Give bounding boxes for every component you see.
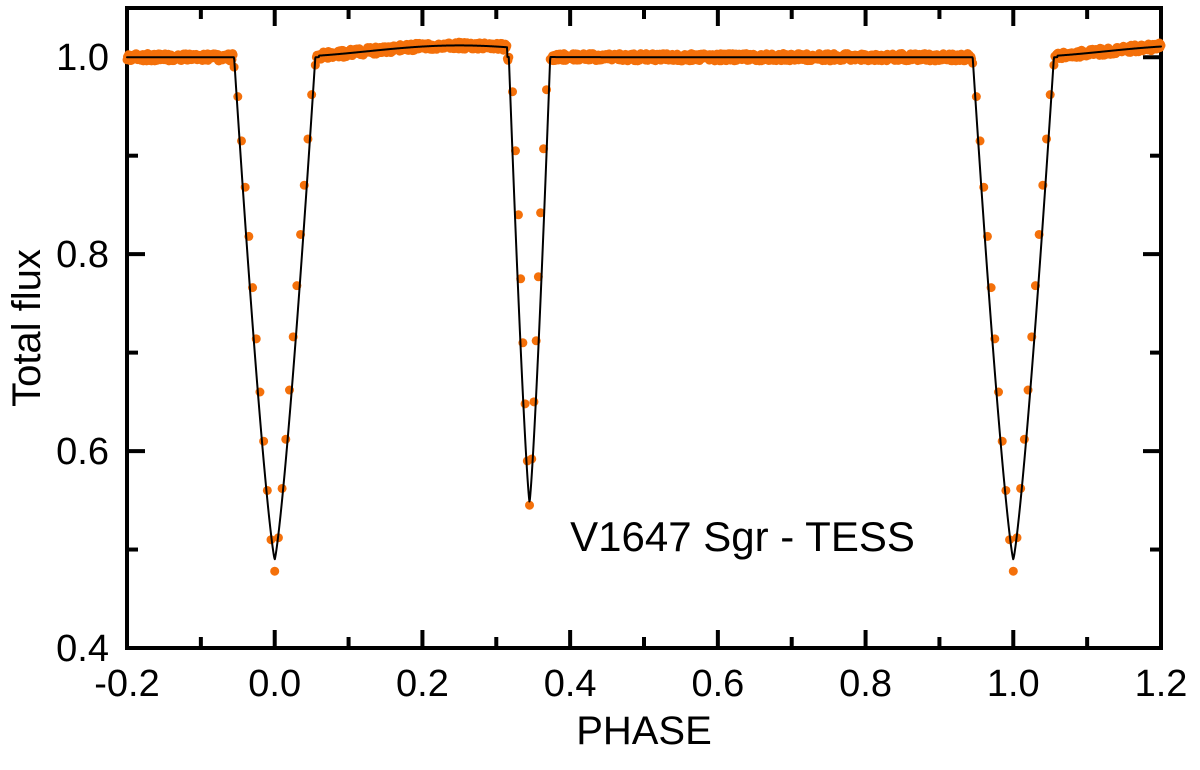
- data-point: [975, 136, 985, 146]
- x-tick-label: 0.0: [248, 663, 301, 705]
- x-tick-label: -0.2: [94, 663, 159, 705]
- y-tick-label: 0.4: [56, 628, 109, 670]
- x-tick-label: 0.8: [839, 663, 892, 705]
- y-tick-label: 0.6: [56, 431, 109, 473]
- data-point: [307, 90, 317, 100]
- data-point: [520, 399, 530, 409]
- data-point: [513, 210, 523, 220]
- data-point: [259, 436, 269, 446]
- x-tick-label: 1.0: [987, 663, 1040, 705]
- y-tick-label: 1.0: [56, 37, 109, 79]
- x-tick-label: 0.2: [396, 663, 449, 705]
- data-point: [536, 208, 546, 218]
- x-axis-label: PHASE: [576, 709, 712, 753]
- x-tick-label: 1.2: [1135, 663, 1188, 705]
- model-fit-line: [126, 44, 1162, 561]
- data-point: [1008, 566, 1018, 576]
- chart-annotation: V1647 Sgr - TESS: [570, 513, 915, 560]
- data-point: [525, 500, 535, 510]
- data-point: [1019, 434, 1029, 444]
- data-point: [529, 397, 539, 407]
- x-tick-label: 0.6: [691, 663, 744, 705]
- y-tick-label: 0.8: [56, 234, 109, 276]
- data-point: [997, 436, 1007, 446]
- data-point: [281, 434, 291, 444]
- data-point: [236, 136, 246, 146]
- data-point: [1045, 90, 1055, 100]
- y-axis-label: Total flux: [5, 249, 49, 407]
- data-point: [270, 566, 280, 576]
- x-tick-label: 0.4: [544, 663, 597, 705]
